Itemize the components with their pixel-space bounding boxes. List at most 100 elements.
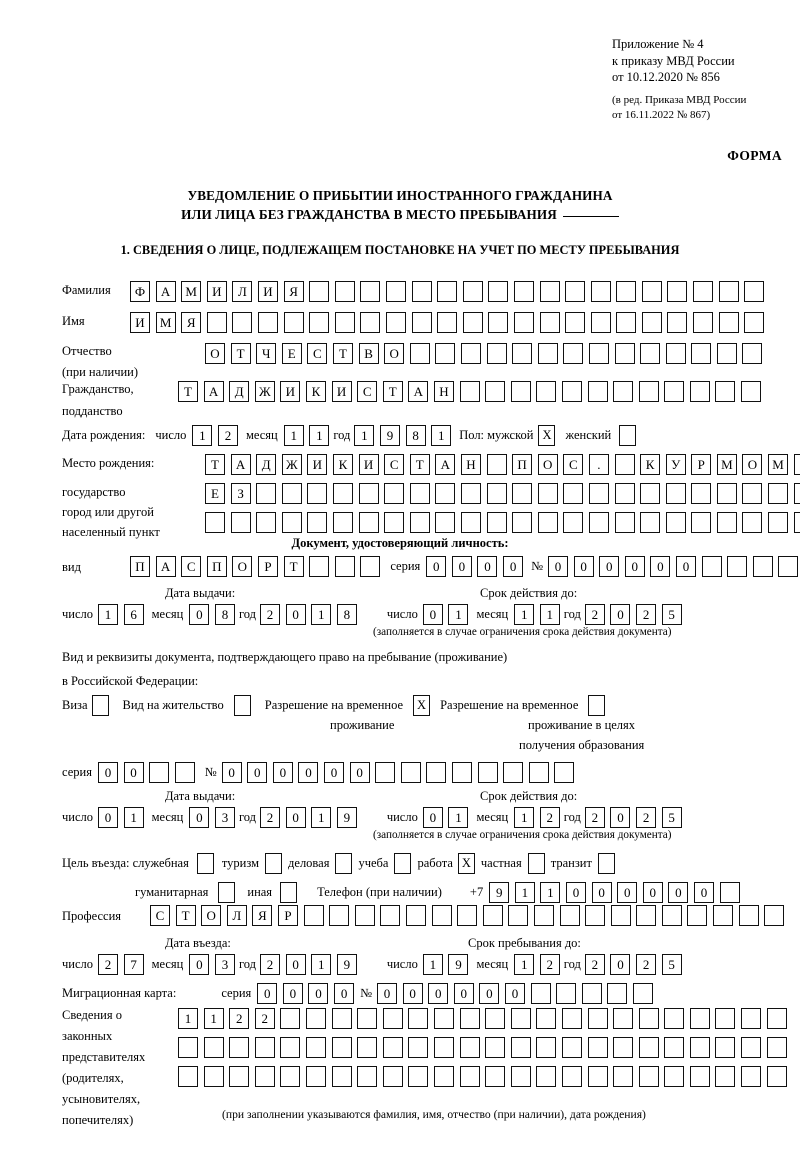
legal-rep-line3-boxes-cell[interactable] bbox=[485, 1066, 506, 1087]
purpose-study-checkbox[interactable] bbox=[394, 853, 412, 874]
phone-boxes-cell[interactable] bbox=[719, 882, 740, 903]
birth-month-cell[interactable]: 1 bbox=[309, 425, 330, 446]
surname-boxes-cell[interactable]: И bbox=[257, 281, 278, 302]
stay-year-cell[interactable]: 2 bbox=[584, 954, 605, 975]
birthplace-line2-boxes-cell[interactable] bbox=[793, 483, 800, 504]
birthplace-line2-boxes-cell[interactable] bbox=[563, 483, 584, 504]
surname-boxes-cell[interactable] bbox=[411, 281, 432, 302]
surname-boxes-cell[interactable]: Я bbox=[283, 281, 304, 302]
legal-rep-line1-boxes-cell[interactable] bbox=[280, 1008, 301, 1029]
phone-boxes-cell[interactable]: 9 bbox=[489, 882, 510, 903]
firstname-boxes-cell[interactable] bbox=[437, 312, 458, 333]
legal-rep-line3-boxes-cell[interactable] bbox=[357, 1066, 378, 1087]
temp-residence-edu-checkbox[interactable] bbox=[588, 695, 606, 716]
firstname-boxes-cell[interactable] bbox=[283, 312, 304, 333]
legal-rep-line2-boxes-cell[interactable] bbox=[587, 1037, 608, 1058]
legal-rep-line3-boxes-cell[interactable] bbox=[613, 1066, 634, 1087]
phone-boxes-cell[interactable]: 0 bbox=[668, 882, 689, 903]
birthplace-line3-boxes-cell[interactable] bbox=[793, 512, 800, 533]
surname-boxes-cell[interactable]: М bbox=[181, 281, 202, 302]
legal-rep-line1-boxes-cell[interactable]: 1 bbox=[178, 1008, 198, 1029]
patronymic-boxes-cell[interactable]: О bbox=[384, 343, 405, 364]
stay-day-cell[interactable]: 9 bbox=[448, 954, 469, 975]
permit-valid-day-cell[interactable]: 1 bbox=[448, 807, 469, 828]
birthplace-line2-boxes-cell[interactable] bbox=[588, 483, 609, 504]
firstname-boxes-cell[interactable]: М bbox=[155, 312, 176, 333]
patronymic-boxes-cell[interactable]: Е bbox=[281, 343, 302, 364]
phone-boxes-cell[interactable]: 0 bbox=[693, 882, 714, 903]
birthplace-line3-boxes-cell[interactable] bbox=[435, 512, 456, 533]
migration-series-boxes-cell[interactable]: 0 bbox=[308, 983, 329, 1004]
profession-boxes-cell[interactable]: Т bbox=[175, 905, 196, 926]
doc-issue-year-cell[interactable]: 1 bbox=[311, 604, 332, 625]
citizenship-boxes-cell[interactable]: А bbox=[203, 381, 224, 402]
patronymic-boxes-cell[interactable]: О bbox=[205, 343, 225, 364]
permit-valid-year-cell[interactable]: 0 bbox=[610, 807, 631, 828]
profession-boxes-cell[interactable] bbox=[405, 905, 426, 926]
legal-rep-line1-boxes-cell[interactable] bbox=[485, 1008, 506, 1029]
patronymic-boxes-cell[interactable] bbox=[665, 343, 686, 364]
surname-boxes-cell[interactable] bbox=[462, 281, 483, 302]
birthplace-line2-boxes-cell[interactable] bbox=[768, 483, 789, 504]
entry-month-cell[interactable]: 3 bbox=[214, 954, 235, 975]
legal-rep-line3-boxes-cell[interactable] bbox=[433, 1066, 454, 1087]
surname-boxes-cell[interactable] bbox=[385, 281, 406, 302]
phone-boxes-cell[interactable]: 0 bbox=[566, 882, 586, 903]
patronymic-boxes-cell[interactable] bbox=[486, 343, 507, 364]
citizenship-boxes-cell[interactable] bbox=[459, 381, 480, 402]
firstname-boxes-cell[interactable] bbox=[565, 312, 586, 333]
birthplace-line2-boxes-cell[interactable] bbox=[384, 483, 405, 504]
surname-boxes-cell[interactable] bbox=[641, 281, 662, 302]
legal-rep-line2-boxes-cell[interactable] bbox=[178, 1037, 198, 1058]
patronymic-boxes-cell[interactable] bbox=[563, 343, 584, 364]
doc-kind-boxes-cell[interactable]: Т bbox=[283, 556, 304, 577]
patronymic-boxes-cell[interactable] bbox=[512, 343, 533, 364]
legal-rep-line1-boxes-cell[interactable] bbox=[613, 1008, 634, 1029]
profession-boxes-cell[interactable] bbox=[585, 905, 606, 926]
permit-series-boxes-cell[interactable] bbox=[149, 762, 170, 783]
legal-rep-line3-boxes[interactable] bbox=[178, 1066, 787, 1087]
permit-series-boxes-cell[interactable]: 0 bbox=[97, 762, 118, 783]
birth-day-cell[interactable]: 1 bbox=[192, 425, 213, 446]
citizenship-boxes-cell[interactable] bbox=[689, 381, 710, 402]
legal-rep-line3-boxes-cell[interactable] bbox=[408, 1066, 429, 1087]
birthplace-line1-boxes-cell[interactable]: А bbox=[230, 454, 251, 475]
birthplace-line3-boxes-cell[interactable] bbox=[563, 512, 584, 533]
sex-female-checkbox[interactable] bbox=[619, 425, 637, 446]
birthplace-line1-boxes-cell[interactable]: М bbox=[768, 454, 789, 475]
legal-rep-line2-boxes-cell[interactable] bbox=[305, 1037, 326, 1058]
purpose-private-checkbox[interactable] bbox=[527, 853, 545, 874]
surname-boxes-cell[interactable] bbox=[513, 281, 534, 302]
stay-year-cell[interactable]: 5 bbox=[661, 954, 682, 975]
birthplace-line3-boxes-cell[interactable] bbox=[307, 512, 328, 533]
sex-male-checkbox[interactable]: X bbox=[538, 425, 556, 446]
legal-rep-line1-boxes-cell[interactable] bbox=[305, 1008, 326, 1029]
birthplace-line1-boxes-cell[interactable]: П bbox=[512, 454, 533, 475]
entry-month-cell[interactable]: 0 bbox=[189, 954, 210, 975]
firstname-boxes-cell[interactable] bbox=[641, 312, 662, 333]
citizenship-boxes-cell[interactable] bbox=[715, 381, 736, 402]
profession-boxes-cell[interactable] bbox=[713, 905, 734, 926]
permit-number-boxes-cell[interactable]: 0 bbox=[349, 762, 370, 783]
birthplace-line2-boxes-cell[interactable] bbox=[332, 483, 353, 504]
birthplace-line3-boxes-cell[interactable] bbox=[614, 512, 635, 533]
patronymic-boxes-cell[interactable] bbox=[588, 343, 609, 364]
legal-rep-line2-boxes-cell[interactable] bbox=[229, 1037, 250, 1058]
firstname-boxes-cell[interactable] bbox=[385, 312, 406, 333]
profession-boxes-cell[interactable]: Я bbox=[252, 905, 273, 926]
doc-kind-boxes-cell[interactable]: О bbox=[232, 556, 253, 577]
phone-boxes-cell[interactable]: 1 bbox=[514, 882, 535, 903]
patronymic-boxes-cell[interactable] bbox=[537, 343, 558, 364]
migration-series-boxes-cell[interactable]: 0 bbox=[257, 983, 278, 1004]
doc-issue-day-cell[interactable]: 6 bbox=[123, 604, 144, 625]
legal-rep-line3-boxes-cell[interactable] bbox=[331, 1066, 352, 1087]
surname-boxes-cell[interactable] bbox=[590, 281, 611, 302]
